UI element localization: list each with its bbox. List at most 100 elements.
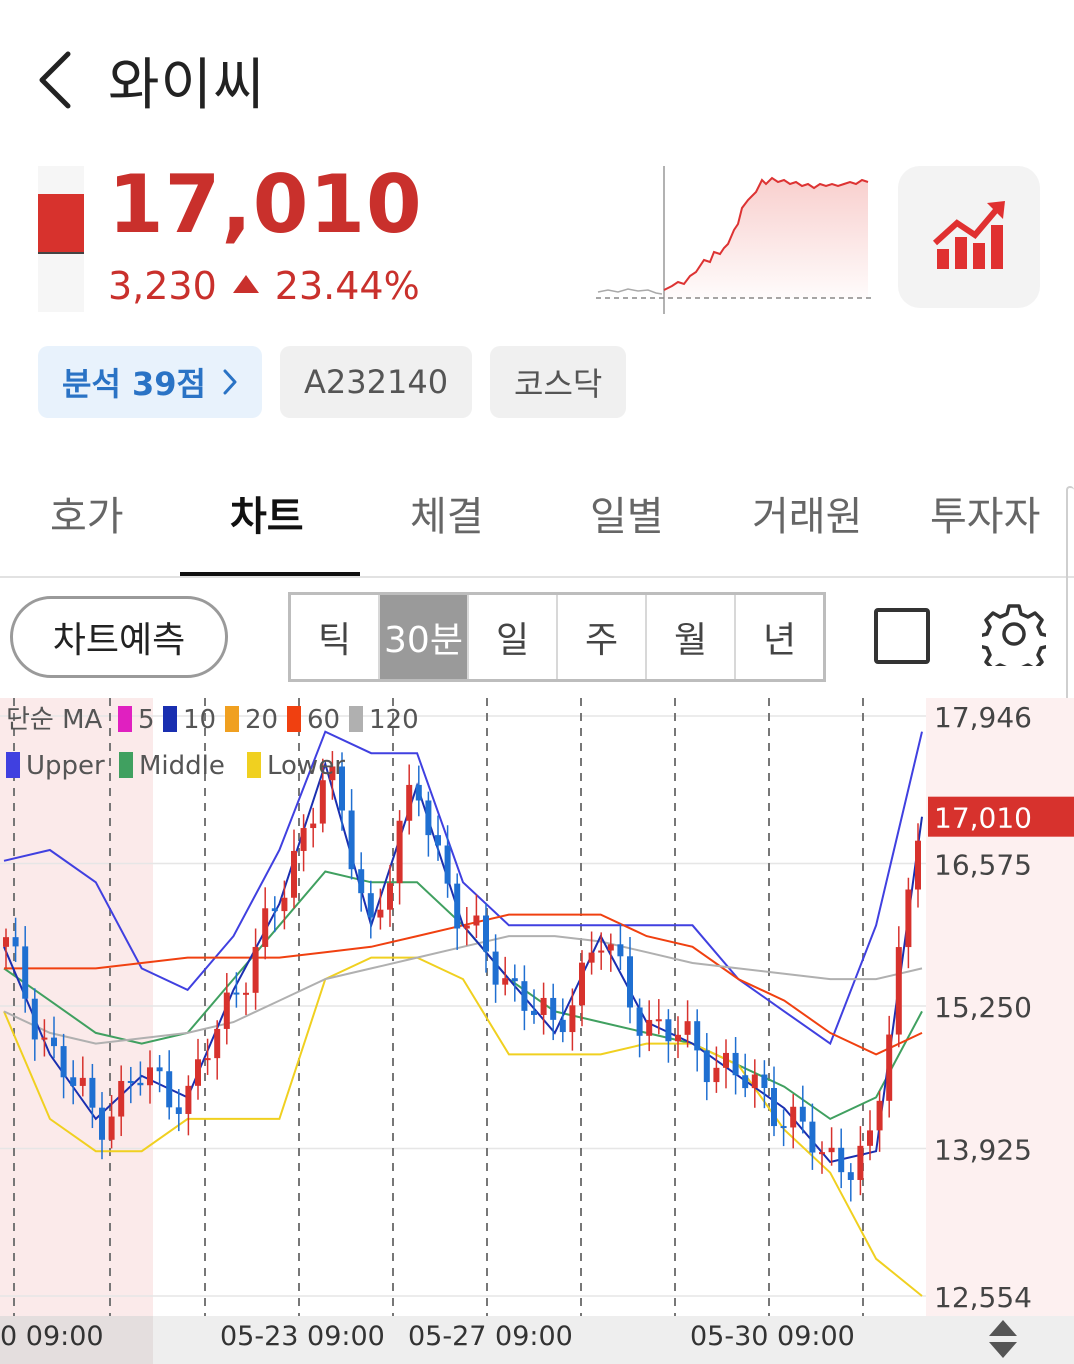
candle-body bbox=[22, 946, 29, 999]
legend-swatch bbox=[287, 706, 301, 732]
candle-body bbox=[262, 908, 269, 947]
candle-body bbox=[310, 823, 317, 829]
tab-trades[interactable]: 체결 bbox=[410, 494, 484, 540]
candle-body bbox=[665, 1019, 672, 1042]
tab-orderbook[interactable]: 호가 bbox=[50, 494, 124, 540]
up-arrow-icon bbox=[232, 275, 259, 293]
candle-body bbox=[252, 946, 259, 993]
legend-swatch bbox=[118, 706, 132, 732]
candle-body bbox=[732, 1052, 739, 1076]
candle-body bbox=[425, 800, 432, 836]
legend-item-label: 5 bbox=[138, 705, 155, 735]
period-month[interactable]: 월 bbox=[647, 595, 736, 679]
tab-daily[interactable]: 일별 bbox=[590, 494, 664, 540]
period-tick[interactable]: 틱 bbox=[291, 595, 380, 679]
candle-body bbox=[790, 1106, 797, 1128]
analysis-score-button[interactable]: 분석 39점 bbox=[38, 346, 262, 418]
candle-body bbox=[723, 1052, 729, 1068]
legend-swatch bbox=[247, 752, 261, 778]
intraday-mini-chart[interactable] bbox=[596, 164, 872, 314]
candle-body bbox=[655, 1019, 662, 1022]
legend-item-label: 60 bbox=[307, 705, 340, 735]
candle-body bbox=[319, 780, 326, 824]
candle-body bbox=[223, 992, 230, 1029]
candle-body bbox=[550, 997, 557, 1020]
candle-body bbox=[156, 1067, 163, 1072]
candle-body bbox=[463, 925, 470, 929]
candle-body bbox=[99, 1107, 105, 1140]
legend-swatch bbox=[225, 706, 239, 732]
period-year[interactable]: 년 bbox=[762, 620, 797, 661]
series-line-lower bbox=[3, 956, 923, 1297]
candle-body bbox=[876, 1100, 883, 1131]
y-tick-label: 12,554 bbox=[934, 1281, 1032, 1314]
candle-body bbox=[646, 1019, 653, 1036]
candle-body bbox=[771, 1087, 777, 1127]
candle-body bbox=[915, 840, 921, 890]
period-day[interactable]: 일 bbox=[469, 595, 558, 679]
series-line-120 bbox=[3, 935, 923, 1045]
candle-body bbox=[41, 1037, 48, 1040]
legend-item-label: Middle bbox=[139, 751, 225, 781]
candle-body bbox=[396, 820, 403, 884]
candle-body bbox=[70, 1077, 77, 1086]
gear-icon[interactable] bbox=[982, 602, 1046, 666]
candle-body bbox=[300, 828, 307, 851]
tag-row: 분석 39점 A232140 코스닥 bbox=[38, 346, 627, 418]
candle-body bbox=[377, 909, 384, 918]
candle-body bbox=[51, 1037, 57, 1047]
candle-body bbox=[415, 784, 422, 801]
candle-body bbox=[243, 992, 249, 995]
candle-body bbox=[780, 1126, 787, 1129]
candle-body bbox=[867, 1130, 873, 1146]
tab-chart[interactable]: 차트 bbox=[230, 494, 304, 540]
candle-body bbox=[473, 915, 480, 926]
candle-body bbox=[751, 1074, 758, 1089]
candle-body bbox=[454, 883, 461, 929]
current-price-marker bbox=[928, 796, 1074, 837]
candle-body bbox=[838, 1147, 845, 1173]
candle-body bbox=[79, 1077, 86, 1086]
candle-body bbox=[483, 915, 489, 952]
period-30min[interactable]: 30분 bbox=[380, 595, 469, 679]
chart-svg: 단순 MA 5 10 20 60 120 Upper Middle Lower 17,946 16… bbox=[0, 698, 1074, 1364]
candle-body bbox=[348, 810, 355, 870]
candle-body bbox=[617, 944, 624, 957]
candle-body bbox=[329, 766, 336, 781]
y-tick-label: 17,946 bbox=[934, 701, 1032, 734]
legend-swatch bbox=[6, 752, 20, 778]
tab-investors[interactable]: 투자자 bbox=[930, 494, 1041, 540]
back-arrow-icon[interactable] bbox=[34, 48, 78, 112]
candle-body bbox=[12, 937, 19, 947]
tab-brokers[interactable]: 거래원 bbox=[752, 494, 863, 540]
candle-body bbox=[588, 952, 595, 963]
checkbox-icon[interactable] bbox=[874, 608, 930, 664]
candle-body bbox=[233, 992, 240, 995]
price-chart[interactable]: 단순 MA 5 10 20 60 120 Upper Middle Lower 17,946 16… bbox=[0, 698, 1074, 1364]
tab-bar: 호가 차트 체결 일별 거래원 투자자 bbox=[0, 466, 1074, 578]
trend-chart-button[interactable] bbox=[898, 166, 1040, 308]
candle-body bbox=[108, 1116, 115, 1140]
period-week[interactable]: 주 bbox=[558, 595, 647, 679]
candle-body bbox=[607, 944, 614, 951]
period-selector: 틱 30분 일 주 월 년 bbox=[288, 592, 826, 682]
header: 와이씨 bbox=[0, 0, 1074, 150]
candle-body bbox=[895, 947, 902, 1035]
candle-body bbox=[847, 1172, 854, 1180]
candle-body bbox=[195, 1059, 201, 1086]
legend-item-label: Upper bbox=[26, 751, 105, 781]
active-tab-indicator bbox=[180, 572, 360, 576]
candle-body bbox=[3, 937, 9, 947]
current-price-label: 17,010 bbox=[934, 802, 1032, 835]
candle-body bbox=[339, 766, 345, 811]
change-percent: 23.44% bbox=[274, 264, 420, 308]
legend-item-label: Lower bbox=[267, 751, 345, 781]
scroll-up-icon bbox=[989, 1320, 1017, 1336]
candle-body bbox=[166, 1071, 173, 1108]
candle-body bbox=[675, 1034, 681, 1042]
candle-body bbox=[127, 1080, 134, 1083]
candle-body bbox=[636, 1007, 643, 1036]
candle-body bbox=[905, 889, 912, 948]
candle-body bbox=[60, 1046, 67, 1078]
chart-predict-button[interactable]: 차트예측 bbox=[10, 596, 228, 678]
